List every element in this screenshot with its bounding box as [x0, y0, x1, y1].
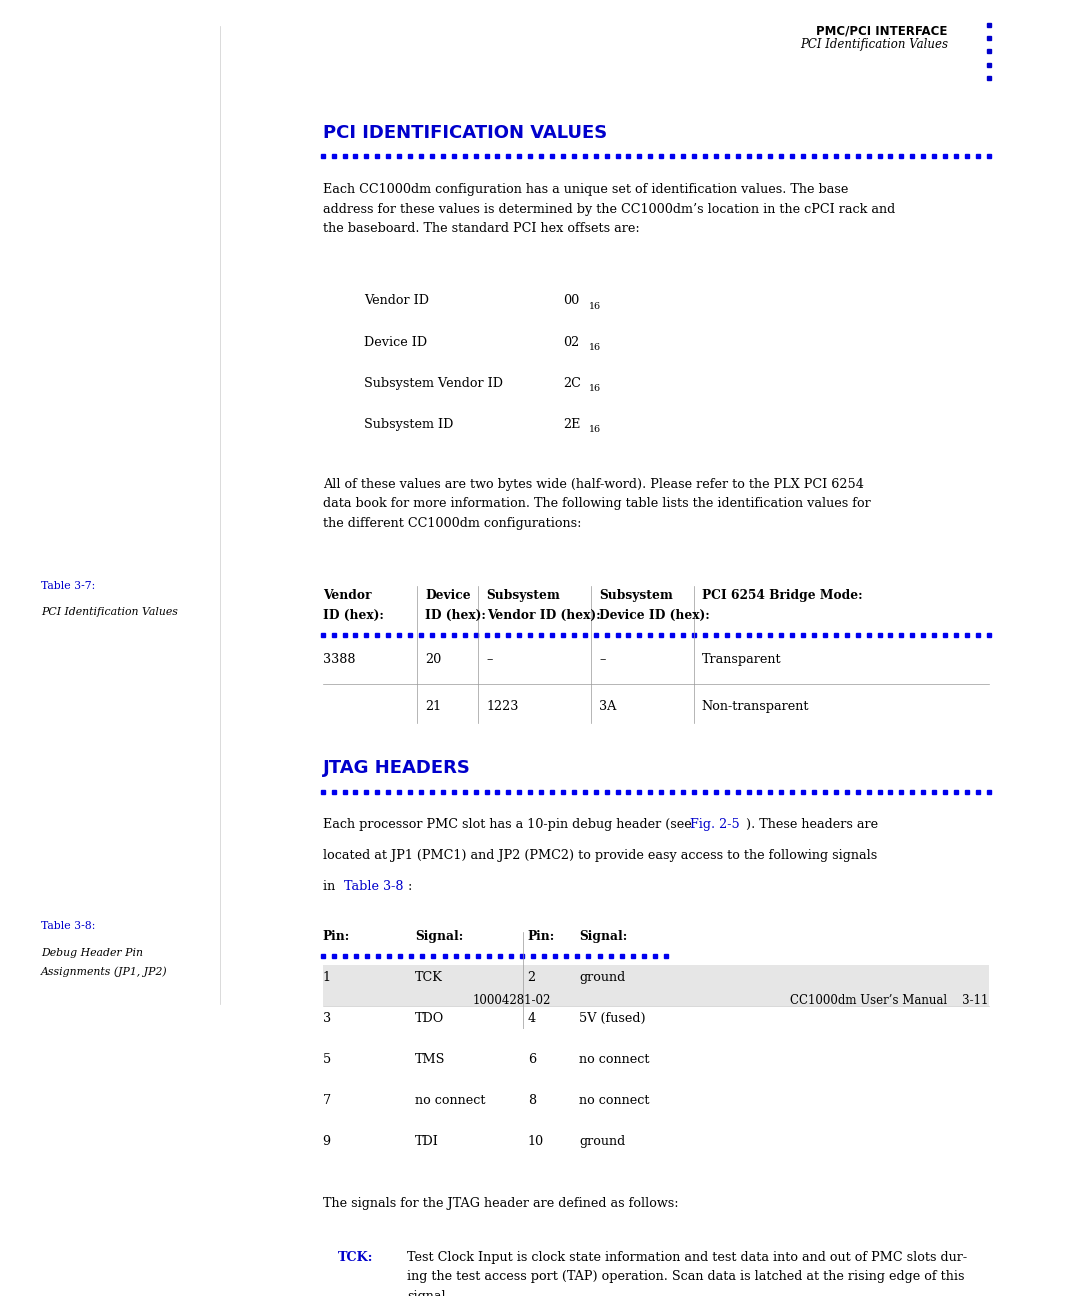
Text: Subsystem: Subsystem — [599, 588, 673, 601]
Text: Table 3-8: Table 3-8 — [345, 880, 404, 893]
Text: Pin:: Pin: — [528, 929, 555, 942]
Text: Device ID: Device ID — [364, 336, 427, 349]
Text: Vendor: Vendor — [323, 588, 372, 601]
Text: –: – — [487, 653, 494, 666]
Text: no connect: no connect — [415, 1094, 485, 1107]
Text: JTAG HEADERS: JTAG HEADERS — [323, 758, 471, 776]
Text: 10: 10 — [528, 1135, 544, 1148]
Text: 1223: 1223 — [487, 700, 519, 713]
Text: 5V (fused): 5V (fused) — [579, 1012, 646, 1025]
Text: PCI Identification Values: PCI Identification Values — [41, 608, 178, 617]
Text: PCI IDENTIFICATION VALUES: PCI IDENTIFICATION VALUES — [323, 123, 607, 141]
Text: 02: 02 — [564, 336, 580, 349]
Text: 10004281-02: 10004281-02 — [473, 994, 552, 1007]
Bar — [323, 1129, 988, 1170]
Text: ID (hex):: ID (hex): — [323, 609, 383, 622]
Text: 3: 3 — [323, 1012, 330, 1025]
Text: Table 3-7:: Table 3-7: — [41, 581, 95, 591]
Text: 2: 2 — [528, 971, 536, 984]
Text: 9: 9 — [323, 1135, 330, 1148]
Text: TCK:: TCK: — [338, 1251, 374, 1264]
Text: 16: 16 — [589, 302, 602, 311]
Text: Transparent: Transparent — [702, 653, 782, 666]
Text: Table 3-8:: Table 3-8: — [41, 921, 95, 932]
Text: 20: 20 — [426, 653, 442, 666]
Text: 16: 16 — [589, 384, 602, 393]
Text: 2E: 2E — [564, 417, 581, 432]
Text: 2C: 2C — [564, 377, 581, 390]
Text: Test Clock Input is clock state information and test data into and out of PMC sl: Test Clock Input is clock state informat… — [407, 1251, 967, 1296]
Text: ground: ground — [579, 971, 625, 984]
Text: 00: 00 — [564, 294, 580, 307]
Text: ID (hex):: ID (hex): — [426, 609, 486, 622]
Text: Vendor ID: Vendor ID — [364, 294, 429, 307]
Text: Device ID (hex):: Device ID (hex): — [599, 609, 711, 622]
Text: in: in — [323, 880, 339, 893]
Text: 3388: 3388 — [323, 653, 355, 666]
Text: no connect: no connect — [579, 1054, 649, 1067]
Text: Device: Device — [426, 588, 471, 601]
Text: PCI Identification Values: PCI Identification Values — [800, 38, 948, 51]
Text: located at JP1 (PMC1) and JP2 (PMC2) to provide easy access to the following sig: located at JP1 (PMC1) and JP2 (PMC2) to … — [323, 849, 877, 862]
Text: Fig. 2-5: Fig. 2-5 — [689, 818, 740, 832]
Text: 16: 16 — [589, 343, 602, 351]
Text: 6: 6 — [528, 1054, 536, 1067]
Text: TMS: TMS — [415, 1054, 445, 1067]
Text: 3A: 3A — [599, 700, 617, 713]
Text: Each processor PMC slot has a 10-pin debug header (see: Each processor PMC slot has a 10-pin deb… — [323, 818, 696, 832]
Text: TDO: TDO — [415, 1012, 444, 1025]
Text: Vendor ID (hex):: Vendor ID (hex): — [487, 609, 600, 622]
Text: Assignments (JP1, JP2): Assignments (JP1, JP2) — [41, 967, 167, 977]
Text: Non-transparent: Non-transparent — [702, 700, 809, 713]
Text: Pin:: Pin: — [323, 929, 350, 942]
Text: TDI: TDI — [415, 1135, 438, 1148]
Text: 1: 1 — [323, 971, 330, 984]
Text: Signal:: Signal: — [415, 929, 463, 942]
Text: 16: 16 — [589, 425, 602, 434]
Text: Debug Header Pin: Debug Header Pin — [41, 949, 143, 958]
Text: 4: 4 — [528, 1012, 536, 1025]
Text: Each CC1000dm configuration has a unique set of identification values. The base
: Each CC1000dm configuration has a unique… — [323, 183, 895, 236]
Text: All of these values are two bytes wide (half-word). Please refer to the PLX PCI : All of these values are two bytes wide (… — [323, 478, 870, 530]
Text: –: – — [599, 653, 606, 666]
Text: 7: 7 — [323, 1094, 330, 1107]
Text: TCK: TCK — [415, 971, 443, 984]
Text: 21: 21 — [426, 700, 442, 713]
Bar — [323, 964, 988, 1006]
Text: no connect: no connect — [579, 1094, 649, 1107]
Text: PMC/PCI INTERFACE: PMC/PCI INTERFACE — [816, 25, 948, 38]
Text: ). These headers are: ). These headers are — [746, 818, 878, 832]
Text: :: : — [408, 880, 413, 893]
Bar — [323, 1047, 988, 1089]
Text: 8: 8 — [528, 1094, 536, 1107]
Text: Subsystem Vendor ID: Subsystem Vendor ID — [364, 377, 502, 390]
Text: PCI 6254 Bridge Mode:: PCI 6254 Bridge Mode: — [702, 588, 863, 601]
Text: ground: ground — [579, 1135, 625, 1148]
Text: Subsystem ID: Subsystem ID — [364, 417, 454, 432]
Text: CC1000dm User’s Manual    3-11: CC1000dm User’s Manual 3-11 — [791, 994, 988, 1007]
Text: 5: 5 — [323, 1054, 330, 1067]
Text: Subsystem: Subsystem — [487, 588, 561, 601]
Text: Signal:: Signal: — [579, 929, 627, 942]
Text: The signals for the JTAG header are defined as follows:: The signals for the JTAG header are defi… — [323, 1198, 678, 1210]
